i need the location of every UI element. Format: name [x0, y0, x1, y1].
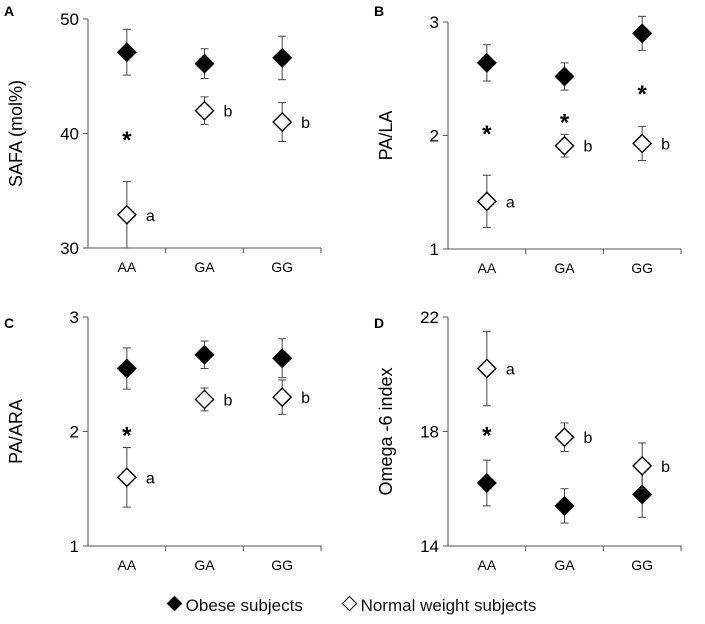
x-tick-label: AA [477, 260, 496, 276]
x-tick-label: GA [194, 557, 215, 573]
obese-marker [194, 344, 215, 365]
x-tick-label: AA [117, 557, 136, 573]
open-diamond-icon [341, 595, 357, 612]
group-letter: b [224, 392, 233, 409]
significance-star: * [482, 423, 492, 450]
legend-item-obese: Obese subjects [166, 595, 303, 616]
obese-marker [116, 42, 137, 63]
group-letter: b [301, 115, 310, 132]
group-letter: b [661, 459, 670, 476]
y-axis-title: PA/ARA [6, 399, 26, 464]
x-tick-label: GA [194, 259, 215, 275]
y-tick-label: 22 [420, 308, 439, 327]
x-tick-label: GA [554, 260, 575, 276]
normal-marker [194, 389, 215, 410]
obese-marker [272, 348, 293, 369]
group-letter: b [661, 136, 670, 153]
normal-marker [632, 455, 653, 476]
legend-item-normal: Normal weight subjects [341, 595, 537, 616]
obese-marker [194, 53, 215, 74]
x-tick-label: GA [554, 557, 575, 573]
y-tick-label: 3 [430, 13, 439, 32]
obese-marker [632, 484, 653, 505]
y-tick-label: 2 [70, 423, 79, 442]
group-letter: b [584, 430, 593, 447]
y-axis-title: PA/LA [376, 111, 396, 161]
panel-label: A [4, 3, 14, 19]
normal-marker [554, 427, 575, 448]
group-letter: a [506, 194, 515, 211]
obese-marker [476, 52, 497, 73]
significance-star: * [482, 121, 492, 148]
panel-b: B 1 2 3 AA GA GG PA/LA * * * a b b [374, 3, 682, 276]
group-letter: a [506, 362, 515, 379]
obese-marker [554, 66, 575, 87]
y-tick-label: 3 [70, 308, 79, 327]
significance-star: * [122, 127, 132, 154]
normal-marker [476, 191, 497, 212]
normal-marker [116, 204, 137, 225]
y-tick-label: 18 [420, 423, 439, 442]
legend: Obese subjects Normal weight subjects [0, 595, 705, 616]
x-tick-label: GG [271, 557, 293, 573]
panel-label: B [374, 3, 384, 19]
y-tick-label: 50 [60, 10, 79, 29]
significance-star: * [560, 109, 570, 136]
obese-marker [116, 358, 137, 379]
y-axis-title: Omega -6 index [376, 367, 396, 495]
y-tick-label: 40 [60, 125, 79, 144]
group-letter: a [146, 208, 155, 225]
obese-marker [554, 495, 575, 516]
panel-c: C 1 2 3 AA GA GG PA/ARA * a b b [4, 308, 322, 573]
legend-label-normal: Normal weight subjects [360, 596, 537, 615]
panel-a: A 30 40 50 AA GA GG SAFA (mol%) * a b b [4, 3, 322, 275]
normal-marker [632, 133, 653, 154]
normal-marker [272, 387, 293, 408]
normal-marker [476, 358, 497, 379]
significance-star: * [637, 81, 647, 108]
legend-label-obese: Obese subjects [185, 596, 303, 615]
obese-marker [632, 23, 653, 44]
normal-marker [194, 100, 215, 121]
group-letter: b [584, 139, 593, 156]
x-tick-label: GG [631, 557, 653, 573]
normal-marker [272, 112, 293, 133]
panel-label: C [4, 315, 14, 331]
x-tick-label: AA [477, 557, 496, 573]
significance-star: * [122, 423, 132, 450]
y-tick-label: 1 [430, 240, 439, 259]
y-tick-label: 30 [60, 239, 79, 258]
x-tick-label: GG [271, 259, 293, 275]
y-axis-title: SAFA (mol%) [6, 80, 26, 187]
filled-diamond-icon [166, 595, 182, 612]
y-tick-label: 1 [70, 537, 79, 556]
group-letter: b [301, 390, 310, 407]
group-letter: a [146, 470, 155, 487]
y-tick-label: 14 [420, 537, 439, 556]
group-letter: b [224, 104, 233, 121]
panel-label: D [374, 315, 384, 331]
normal-marker [554, 135, 575, 156]
x-tick-label: GG [631, 260, 653, 276]
panel-d: D 14 18 22 AA GA GG Omega -6 index * a b b [374, 308, 682, 573]
obese-marker [476, 473, 497, 494]
x-tick-label: AA [117, 259, 136, 275]
obese-marker [272, 47, 293, 68]
y-tick-label: 2 [430, 127, 439, 146]
normal-marker [116, 467, 137, 488]
figure-panels: A 30 40 50 AA GA GG SAFA (mol%) * a b b B 1 2 3 AA GA GG PA… [4, 3, 682, 573]
